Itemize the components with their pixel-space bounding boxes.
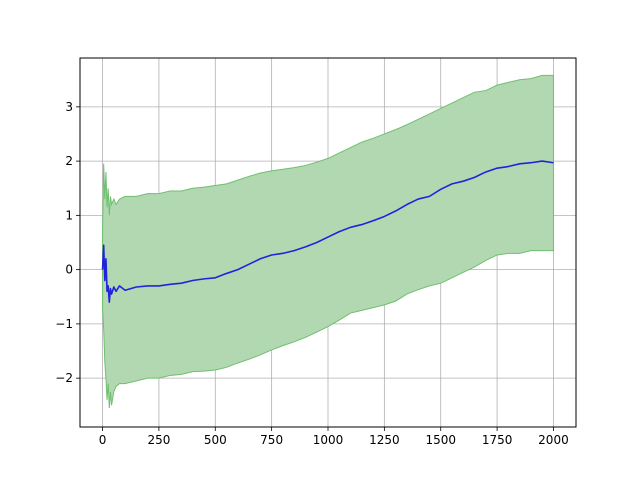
confidence-band <box>102 74 554 409</box>
x-tick-label: 1500 <box>425 433 456 447</box>
x-tick-label: 1250 <box>369 433 400 447</box>
mean-line-path <box>101 160 554 303</box>
x-tick-label: 1000 <box>313 433 344 447</box>
x-tick-label: 750 <box>260 433 283 447</box>
y-tick-label: −1 <box>55 317 73 331</box>
x-tick-label: 500 <box>204 433 227 447</box>
y-tick-label: 0 <box>65 263 73 277</box>
x-tick-label: 0 <box>99 433 107 447</box>
x-axis-ticks: 0 250 500 750 1000 1250 1500 1750 2000 <box>99 427 569 447</box>
y-axis-ticks: −2 −1 0 1 2 3 <box>55 100 80 385</box>
x-tick-label: 250 <box>147 433 170 447</box>
y-tick-label: 1 <box>65 208 73 222</box>
mean-line <box>101 160 554 303</box>
x-tick-label: 1750 <box>482 433 513 447</box>
band-area <box>102 74 554 409</box>
y-tick-label: −2 <box>55 371 73 385</box>
y-tick-label: 3 <box>65 100 73 114</box>
y-tick-label: 2 <box>65 154 73 168</box>
x-tick-label: 2000 <box>538 433 569 447</box>
